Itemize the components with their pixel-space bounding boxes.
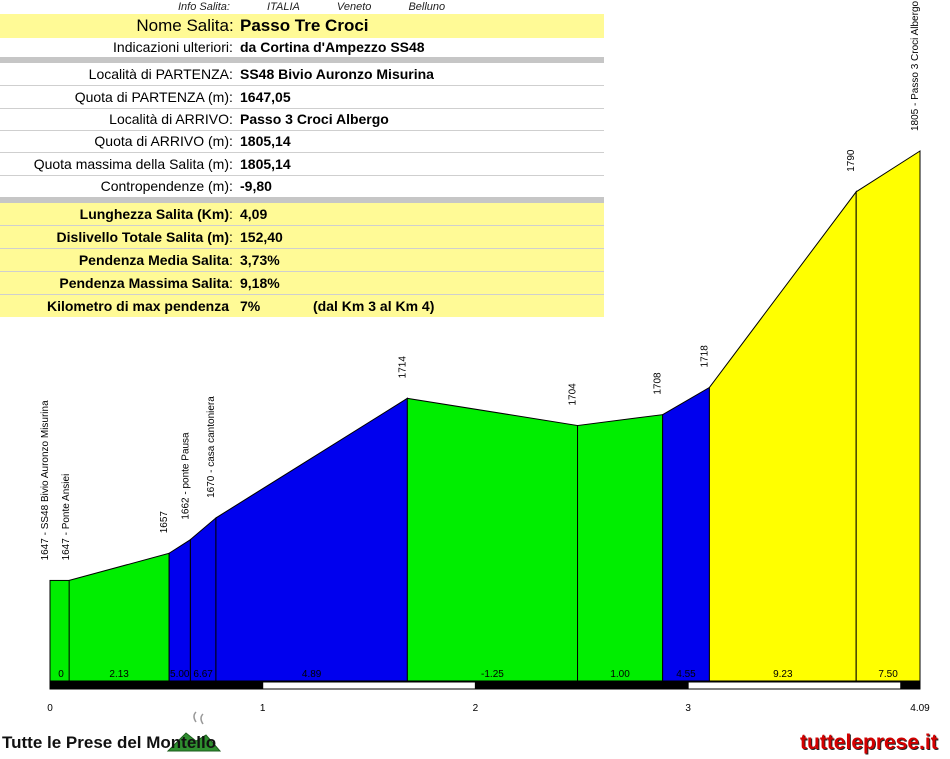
axis-km-band: [900, 681, 921, 690]
separator-bar: [0, 57, 604, 63]
point-altitude-label: 1662 - ponte Pausa: [180, 432, 191, 520]
profile-segment: [215, 397, 408, 682]
row-value: 9,18%: [240, 275, 280, 291]
row-value: 4,09: [240, 206, 268, 222]
axis-km-band: [49, 681, 264, 690]
profile-segment: [855, 150, 921, 682]
segment-grade-label: 5.00: [170, 669, 190, 680]
summary-row-pendenza-media: Pendenza Media Salita : 3,73%: [0, 249, 604, 272]
row-label: Dislivello Totale Salita (m): [56, 229, 229, 245]
row-label: Quota massima della Salita (m): [33, 156, 229, 172]
segment-grade-label: 1.00: [610, 669, 630, 680]
row-label: Località di PARTENZA: [88, 66, 229, 82]
row-value: 152,40: [240, 229, 283, 245]
point-altitude-label: 1805 - Passo 3 Croci Albergo: [910, 0, 921, 131]
row-label: Quota di ARRIVO (m): [94, 133, 229, 149]
summary-row-km-max-pendenza: Kilometro di max pendenza : 7% (dal Km 3…: [0, 295, 604, 317]
segment-grade-label: 2.13: [109, 669, 129, 680]
climb-name-value: Passo Tre Croci: [240, 16, 369, 35]
row-value: 3,73%: [240, 252, 280, 268]
summary-row-dislivello: Dislivello Totale Salita (m) : 152,40: [0, 226, 604, 249]
row-extra-note: (dal Km 3 al Km 4): [313, 298, 435, 314]
row-value: da Cortina d'Ampezzo SS48: [240, 39, 425, 55]
row-label: Quota di PARTENZA (m): [74, 89, 229, 105]
x-tick-label: 2: [473, 703, 479, 714]
axis-km-band: [687, 681, 902, 690]
point-altitude-label: 1647 - Ponte Ansiei: [61, 474, 72, 561]
axis-km-band: [474, 681, 689, 690]
climb-name-label: Nome Salita: [136, 16, 229, 35]
separator-bar: [0, 197, 604, 203]
row-value: 7%: [240, 298, 261, 314]
info-country: ITALIA: [267, 1, 300, 13]
x-tick-label: 4.09: [910, 703, 930, 714]
row-label: Località di ARRIVO: [109, 111, 229, 127]
point-altitude-label: 1670 - casa cantoniera: [206, 396, 217, 498]
axis-km-band: [262, 681, 476, 690]
row-value: SS48 Bivio Auronzo Misurina: [240, 66, 434, 82]
segment-grade-label: 4.89: [302, 669, 322, 680]
climb-name-row: Nome Salita : Passo Tre Croci: [0, 14, 604, 38]
info-row-quota-massima: Quota massima della Salita (m) : 1805,14: [0, 153, 604, 176]
profile-segment: [406, 397, 579, 682]
info-row-contropendenze: Contropendenze (m) : -9,80: [0, 175, 604, 197]
montello-logo-icon: [166, 711, 222, 752]
info-row-partenza: Località di PARTENZA : SS48 Bivio Auronz…: [0, 63, 604, 86]
x-tick-label: 3: [685, 703, 691, 714]
footer-brand-text: Tutte le Prese del Montello: [2, 733, 217, 752]
profile-segment: [189, 516, 217, 682]
info-region: Veneto: [336, 1, 372, 13]
info-row-quota-partenza: Quota di PARTENZA (m) : 1647,05: [0, 86, 604, 109]
row-value: -9,80: [240, 178, 272, 194]
profile-segment: [168, 538, 191, 682]
profile-segment: [68, 552, 170, 682]
point-altitude-label: 1708: [653, 372, 664, 395]
profile-segment: [49, 579, 72, 682]
summary-row-pendenza-massima: Pendenza Massima Salita : 9,18%: [0, 272, 604, 295]
row-label: Lunghezza Salita (Km): [79, 206, 229, 222]
point-altitude-label: 1718: [699, 345, 710, 368]
profile-segment: [577, 414, 664, 682]
segment-grade-label: 6.67: [193, 669, 213, 680]
row-label: Pendenza Media Salita: [78, 252, 229, 268]
point-altitude-label: 1647 - SS48 Bivio Auronzo Misurina: [40, 400, 51, 561]
info-row-indicazioni: Indicazioni ulteriori : da Cortina d'Amp…: [0, 36, 604, 58]
segment-grade-label: 7.50: [878, 669, 898, 680]
row-label: Indicazioni ulteriori: [113, 39, 229, 55]
footer-website: tutteleprese.it: [800, 731, 938, 754]
x-tick-label: 0: [47, 703, 53, 714]
summary-row-lunghezza: Lunghezza Salita (Km) : 4,09: [0, 203, 604, 226]
segment-grade-label: 0: [58, 669, 64, 680]
segment-grade-label: 9.23: [773, 669, 793, 680]
x-tick-label: 1: [260, 703, 266, 714]
segment-grade-label: 4.55: [676, 669, 696, 680]
row-value: 1647,05: [240, 89, 291, 105]
point-altitude-label: 1714: [397, 356, 408, 379]
row-value: Passo 3 Croci Albergo: [240, 111, 389, 127]
info-label: Info Salita:: [178, 1, 230, 13]
info-province: Belluno: [408, 1, 446, 13]
row-label: Kilometro di max pendenza: [46, 298, 229, 314]
row-value: 1805,14: [240, 156, 291, 172]
row-value: 1805,14: [240, 133, 291, 149]
row-label: Pendenza Massima Salita: [59, 275, 229, 291]
info-row-quota-arrivo: Quota di ARRIVO (m) : 1805,14: [0, 130, 604, 153]
segment-grade-label: -1.25: [481, 669, 504, 680]
point-altitude-label: 1704: [568, 383, 579, 406]
profile-segment: [662, 386, 710, 682]
profile-segment: [708, 190, 857, 682]
point-altitude-label: 1790: [846, 149, 857, 172]
info-row-arrivo: Località di ARRIVO : Passo 3 Croci Alber…: [0, 108, 604, 131]
point-altitude-label: 1657: [159, 511, 170, 534]
info-salita-line: Info Salita: ITALIA Veneto Belluno: [178, 1, 479, 13]
row-label: Contropendenze (m): [100, 178, 229, 194]
